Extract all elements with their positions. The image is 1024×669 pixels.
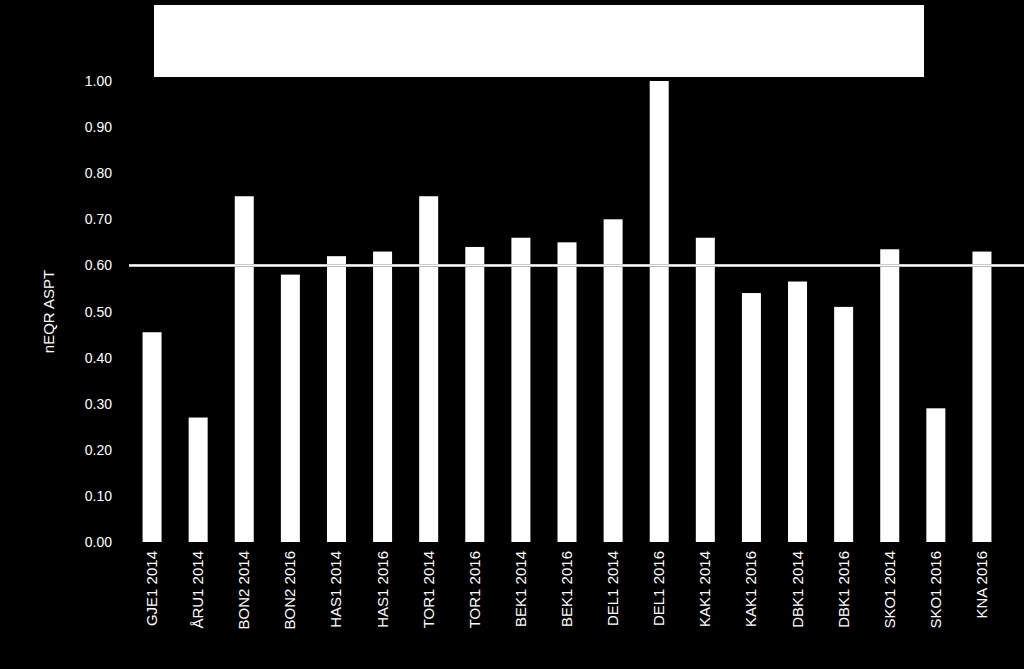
y-tick	[125, 127, 129, 128]
x-tick-label: KAK1 2016	[742, 551, 759, 627]
y-tick	[125, 311, 129, 312]
y-tick	[125, 265, 129, 266]
bar	[465, 247, 484, 542]
bar	[373, 252, 392, 542]
x-tick-label: SKO1 2014	[881, 551, 898, 629]
bar	[880, 249, 899, 542]
y-tick-label: 0.40	[85, 350, 112, 366]
y-tick-label: 0.20	[85, 442, 112, 458]
y-tick	[125, 357, 129, 358]
bar	[281, 275, 300, 542]
bar	[558, 242, 577, 542]
x-tick-label: SKO1 2016	[927, 551, 944, 629]
bar	[650, 81, 669, 542]
y-tick-label: 0.50	[85, 304, 112, 320]
x-tick-label: TOR1 2016	[466, 551, 483, 628]
x-tick-label: DEL1 2014	[604, 551, 621, 626]
chart: 0.00 0.10 0.20 0.30 0.40 0.50 0.60 0.70 0.80 0.90…	[0, 0, 1024, 669]
x-tick-label: BON2 2014	[235, 551, 252, 629]
threshold-line	[129, 264, 1024, 267]
x-tick-label: ÅRU1 2014	[189, 551, 206, 629]
background	[0, 0, 1024, 669]
y-tick-label: 0.70	[85, 211, 112, 227]
y-tick-label: 0.80	[85, 165, 112, 181]
y-axis-label: nEQR ASPT	[40, 270, 57, 353]
bar	[604, 219, 623, 542]
x-tick-label: BEK1 2016	[558, 551, 575, 627]
y-tick-label: 0.00	[85, 534, 112, 550]
y-tick-label: 0.60	[85, 257, 112, 273]
y-tick-label: 0.30	[85, 396, 112, 412]
x-tick-label: BEK1 2014	[512, 551, 529, 627]
y-tick	[125, 403, 129, 404]
bar	[834, 307, 853, 542]
y-tick	[125, 542, 129, 543]
x-tick-label: HAS1 2016	[374, 551, 391, 628]
bar	[189, 418, 208, 542]
bar	[327, 256, 346, 542]
x-tick-label: DBK1 2014	[789, 551, 806, 628]
y-tick-label: 1.00	[85, 73, 112, 89]
bar	[696, 238, 715, 542]
x-tick-label: KAK1 2014	[696, 551, 713, 627]
x-tick-label: HAS1 2014	[327, 551, 344, 628]
bar	[511, 238, 530, 542]
x-tick-label: DEL1 2016	[650, 551, 667, 626]
y-tick	[125, 81, 129, 82]
bar	[742, 293, 761, 542]
x-tick-label: GJE1 2014	[143, 551, 160, 626]
bar	[143, 332, 162, 542]
x-tick-label: TOR1 2014	[420, 551, 437, 628]
y-tick	[125, 219, 129, 220]
x-tick-label: KNA 2016	[973, 551, 990, 619]
x-tick-label: BON2 2016	[281, 551, 298, 629]
bar	[788, 282, 807, 542]
bar	[235, 196, 254, 542]
y-tick	[125, 173, 129, 174]
title-box	[154, 5, 924, 77]
threshold-line	[129, 265, 1024, 266]
x-tick-label: DBK1 2016	[835, 551, 852, 628]
bars	[143, 81, 992, 542]
bar	[419, 196, 438, 542]
y-tick	[125, 495, 129, 496]
y-tick	[125, 449, 129, 450]
y-tick-label: 0.10	[85, 488, 112, 504]
y-tick-label: 0.90	[85, 119, 112, 135]
bar	[926, 408, 945, 542]
bar	[972, 252, 991, 542]
